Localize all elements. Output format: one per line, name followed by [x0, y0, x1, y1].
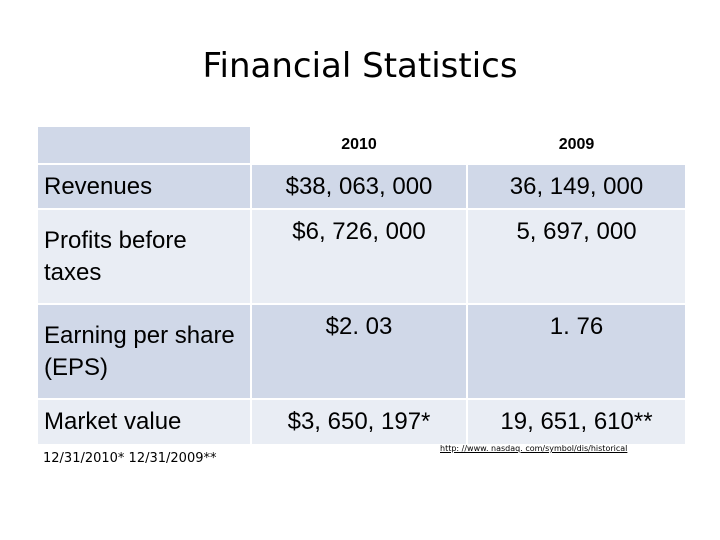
table-corner-cell [36, 125, 252, 165]
column-header-2009: 2009 [466, 125, 687, 165]
eps-2009: 1. 76 [466, 303, 687, 400]
date-footnote: 12/31/2010* 12/31/2009** [43, 451, 217, 466]
source-link[interactable]: http: //www. nasdaq. com/symbol/dis/hist… [440, 444, 628, 453]
row-label-profits: Profits before taxes [36, 208, 252, 305]
market-value-2009: 19, 651, 610** [466, 398, 687, 446]
table-header-row: 2010 2009 [36, 125, 687, 165]
slide-title: Financial Statistics [202, 46, 518, 86]
row-label-eps: Earning per share (EPS) [36, 303, 252, 400]
table-row-market-value: Market value $3, 650, 197* 19, 651, 610*… [36, 398, 687, 446]
market-value-2010: $3, 650, 197* [250, 398, 468, 446]
profits-2010: $6, 726, 000 [250, 208, 468, 305]
eps-2010: $2. 03 [250, 303, 468, 400]
profits-2009: 5, 697, 000 [466, 208, 687, 305]
row-label-market-value: Market value [36, 398, 252, 446]
revenues-2009: 36, 149, 000 [466, 163, 687, 210]
revenues-2010: $38, 063, 000 [250, 163, 468, 210]
table-row-eps: Earning per share (EPS) $2. 03 1. 76 [36, 303, 687, 400]
table-row-revenues: Revenues $38, 063, 000 36, 149, 000 [36, 163, 687, 210]
financial-statistics-table: 2010 2009 Revenues $38, 063, 000 36, 149… [36, 125, 687, 446]
column-header-2010: 2010 [250, 125, 468, 165]
row-label-revenues: Revenues [36, 163, 252, 210]
table-row-profits: Profits before taxes $6, 726, 000 5, 697… [36, 208, 687, 305]
